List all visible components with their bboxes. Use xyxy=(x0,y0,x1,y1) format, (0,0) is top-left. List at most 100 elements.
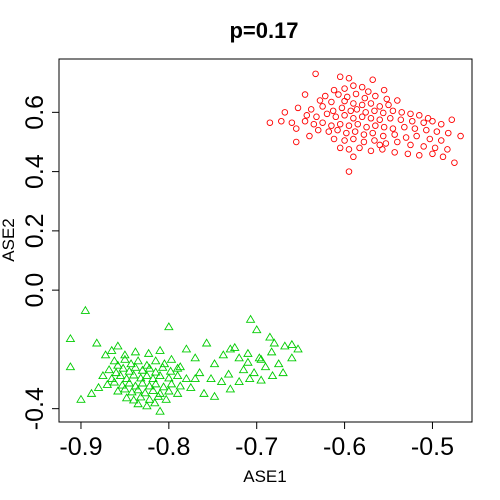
data-point-circle xyxy=(353,106,361,113)
data-point-circle xyxy=(431,144,439,152)
data-point-circle xyxy=(407,110,414,118)
data-point-circle xyxy=(316,97,324,104)
data-point-triangle xyxy=(102,379,113,388)
data-point-circle xyxy=(433,128,441,135)
data-point-triangle xyxy=(133,385,143,394)
data-point-triangle xyxy=(287,339,297,348)
data-point-circle xyxy=(352,90,360,98)
data-point-triangle xyxy=(190,373,200,383)
data-point-triangle xyxy=(175,381,186,390)
data-point-circle xyxy=(444,146,451,153)
data-point-circle xyxy=(372,122,379,129)
data-point-triangle xyxy=(155,370,165,380)
data-point-circle xyxy=(328,122,335,129)
data-point-triangle xyxy=(133,399,143,408)
data-point-circle xyxy=(345,168,353,175)
data-point-circle xyxy=(372,92,379,100)
data-point-triangle xyxy=(140,388,150,397)
x-tick-label: -0.7 xyxy=(235,433,278,461)
y-axis-label: ASE2 xyxy=(0,218,18,261)
data-point-circle xyxy=(411,125,419,132)
data-point-circle xyxy=(404,150,412,158)
data-point-triangle xyxy=(181,373,192,383)
data-point-circle xyxy=(391,149,398,156)
data-point-triangle xyxy=(166,354,177,363)
x-tick-label: -0.9 xyxy=(59,433,102,461)
data-point-triangle xyxy=(206,373,216,383)
data-point-triangle xyxy=(278,368,288,377)
data-point-triangle xyxy=(144,394,155,403)
data-point-triangle xyxy=(218,350,229,359)
data-point-triangle xyxy=(121,393,132,402)
data-point-circle xyxy=(345,146,353,153)
data-point-triangle xyxy=(126,359,136,368)
data-point-triangle xyxy=(155,345,165,354)
data-point-triangle xyxy=(260,362,271,371)
data-point-circle xyxy=(380,123,388,131)
data-point-circle xyxy=(330,86,338,94)
data-point-circle xyxy=(338,104,346,112)
data-point-circle xyxy=(350,153,357,161)
data-point-triangle xyxy=(223,369,234,378)
data-point-circle xyxy=(437,120,445,128)
x-tick-label: -0.5 xyxy=(411,433,454,461)
data-point-circle xyxy=(319,119,326,126)
data-point-circle xyxy=(426,135,434,143)
data-point-circle xyxy=(423,126,430,134)
data-point-triangle xyxy=(137,378,148,387)
x-axis: -0.9 -0.8 -0.7 -0.6 -0.5 xyxy=(59,421,454,461)
data-point-triangle xyxy=(251,325,262,334)
data-point-triangle xyxy=(86,388,97,397)
data-point-triangle xyxy=(148,385,158,394)
data-point-triangle xyxy=(128,395,139,404)
data-point-circle xyxy=(451,159,458,166)
data-point-triangle xyxy=(98,370,108,380)
data-point-circle xyxy=(376,103,383,110)
data-point-circle xyxy=(266,119,274,126)
data-point-circle xyxy=(394,138,401,146)
data-point-triangle xyxy=(256,375,266,384)
data-point-circle xyxy=(376,116,383,123)
data-point-circle xyxy=(303,112,311,119)
data-point-circle xyxy=(347,107,354,115)
data-point-circle xyxy=(343,129,350,137)
data-point-triangle xyxy=(234,353,244,362)
data-point-circle xyxy=(362,109,369,116)
data-point-triangle xyxy=(113,360,123,369)
data-point-triangle xyxy=(165,366,176,375)
data-point-circle xyxy=(371,137,378,144)
data-point-triangle xyxy=(273,359,284,368)
data-point-triangle xyxy=(161,394,171,403)
data-point-triangle xyxy=(244,373,255,383)
data-point-circle xyxy=(350,135,357,143)
data-point-triangle xyxy=(269,338,280,347)
data-point-circle xyxy=(391,131,398,138)
data-point-circle xyxy=(350,100,357,107)
data-point-triangle xyxy=(92,338,102,347)
data-point-circle xyxy=(416,112,423,119)
chart-title: p=0.17 xyxy=(229,18,298,43)
data-point-triangle xyxy=(150,379,161,388)
data-point-triangle xyxy=(243,348,253,357)
data-point-triangle xyxy=(124,366,135,375)
y-axis: -0.4 0.0 0.2 0.4 0.6 xyxy=(21,95,60,430)
x-axis-label: ASE1 xyxy=(243,467,286,486)
data-point-circle xyxy=(358,83,366,91)
y-tick-label: 0.0 xyxy=(21,273,49,308)
data-point-circle xyxy=(379,132,387,140)
data-point-triangle xyxy=(186,382,196,391)
data-point-circle xyxy=(416,152,423,159)
data-point-triangle xyxy=(266,347,277,356)
data-point-triangle xyxy=(256,354,266,363)
data-point-circle xyxy=(376,141,383,149)
data-point-triangle xyxy=(166,379,177,388)
data-point-circle xyxy=(389,125,397,132)
data-point-circle xyxy=(382,140,390,147)
data-point-triangle xyxy=(209,359,220,368)
data-point-triangle xyxy=(164,322,174,331)
data-point-triangle xyxy=(164,373,174,382)
data-point-triangle xyxy=(287,353,297,362)
data-point-circle xyxy=(334,126,341,134)
data-point-triangle xyxy=(157,362,168,371)
data-point-circle xyxy=(301,117,309,125)
